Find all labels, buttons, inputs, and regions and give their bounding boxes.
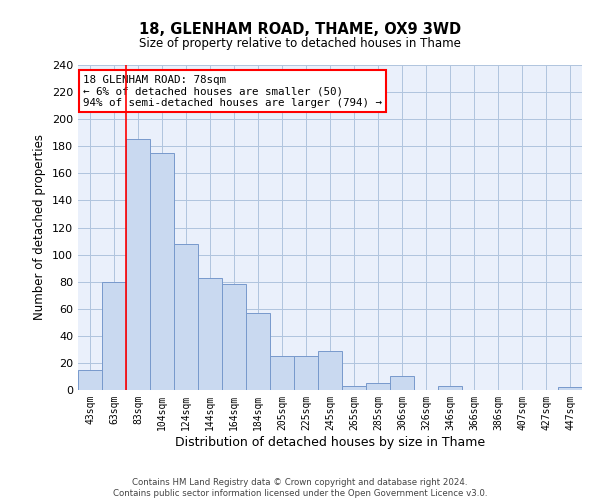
Text: Contains HM Land Registry data © Crown copyright and database right 2024.
Contai: Contains HM Land Registry data © Crown c… (113, 478, 487, 498)
Bar (366, 383, 390, 390)
Text: 18, GLENHAM ROAD, THAME, OX9 3WD: 18, GLENHAM ROAD, THAME, OX9 3WD (139, 22, 461, 38)
Bar (78, 370, 102, 390)
Bar (150, 153, 174, 390)
Bar (294, 356, 318, 390)
Text: 18 GLENHAM ROAD: 78sqm
← 6% of detached houses are smaller (50)
94% of semi-deta: 18 GLENHAM ROAD: 78sqm ← 6% of detached … (83, 74, 382, 108)
Bar (198, 278, 222, 390)
Bar (438, 386, 462, 390)
Bar (174, 244, 198, 390)
X-axis label: Distribution of detached houses by size in Thame: Distribution of detached houses by size … (175, 436, 485, 448)
Bar (558, 388, 582, 390)
Bar (318, 350, 342, 390)
Text: Size of property relative to detached houses in Thame: Size of property relative to detached ho… (139, 38, 461, 51)
Bar (246, 313, 270, 390)
Bar (102, 282, 126, 390)
Bar (222, 284, 246, 390)
Y-axis label: Number of detached properties: Number of detached properties (34, 134, 46, 320)
Bar (342, 386, 366, 390)
Bar (270, 356, 294, 390)
Bar (126, 140, 150, 390)
Bar (390, 376, 414, 390)
